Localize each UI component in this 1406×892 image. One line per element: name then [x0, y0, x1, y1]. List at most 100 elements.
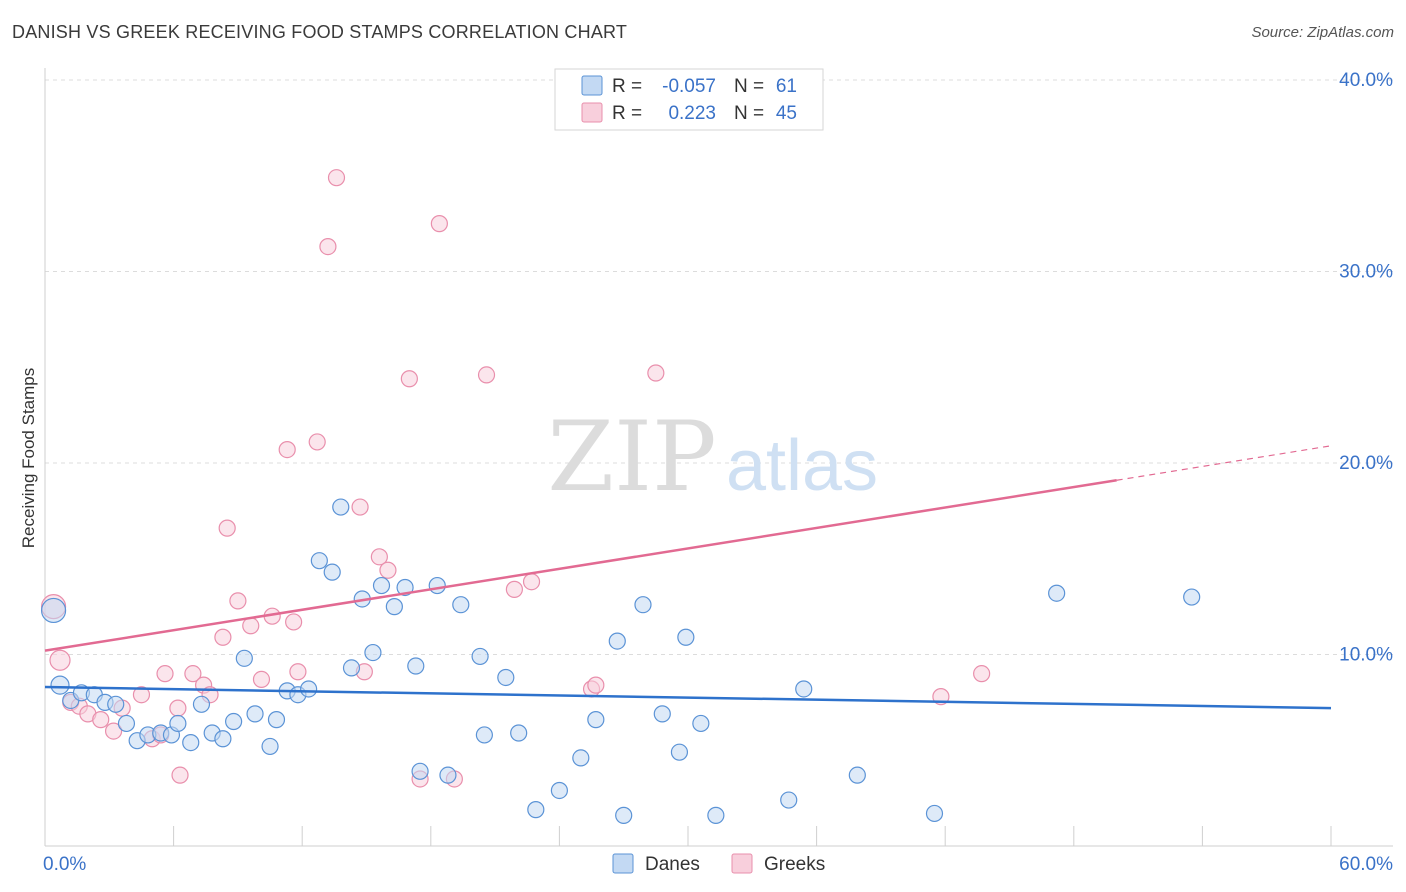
danes-point: [587, 711, 605, 729]
danes-point: [497, 668, 515, 687]
greeks-point: [505, 580, 523, 598]
danes-point: [385, 598, 403, 616]
legend-greeks-n-label: N =: [734, 103, 764, 124]
danes-point: [634, 596, 652, 614]
legend-danes-n-label: N =: [734, 76, 764, 97]
legend-greeks-n-value: 45: [776, 103, 797, 124]
danes-point: [50, 675, 70, 695]
greeks-point: [242, 617, 260, 635]
danes-point: [439, 766, 457, 784]
bottom-legend-greeks-swatch: [731, 853, 753, 874]
danes-point: [182, 733, 200, 752]
greeks-point: [379, 561, 397, 579]
danes-point: [117, 714, 136, 733]
danes-point: [670, 743, 689, 761]
danes-point: [471, 647, 489, 666]
danes-trend-line: [44, 685, 1332, 710]
greeks-point: [522, 573, 541, 591]
danes-point: [653, 705, 671, 723]
greeks-point: [104, 722, 123, 740]
greeks-point: [278, 440, 296, 459]
bottom-legend-greeks-label: Greeks: [764, 854, 825, 875]
danes-point: [342, 659, 361, 677]
danes-point: [169, 714, 187, 733]
tick-labels: 10.0% 20.0% 30.0% 40.0% 0.0% 60.0%: [43, 70, 1393, 875]
danes-point: [452, 596, 470, 614]
greeks-point: [327, 169, 346, 187]
danes-point: [310, 552, 328, 570]
danes-point: [364, 643, 382, 662]
greeks-point: [308, 433, 326, 451]
greeks-point: [647, 364, 665, 382]
danes-point: [677, 628, 695, 646]
danes-point: [692, 714, 710, 733]
greeks-point: [252, 670, 271, 688]
greeks-point: [171, 766, 189, 784]
x-tick-label-max: 60.0%: [1339, 854, 1393, 875]
danes-point: [707, 806, 725, 824]
danes-point: [527, 801, 545, 819]
gridlines: [45, 79, 1393, 655]
danes-point: [615, 806, 633, 824]
danes-point: [261, 737, 279, 756]
danes-point: [225, 712, 243, 731]
danes-point: [572, 749, 590, 767]
danes-point: [332, 498, 350, 516]
legend-danes-swatch: [581, 75, 603, 96]
y-tick-label: 30.0%: [1339, 262, 1393, 283]
danes-point: [40, 597, 67, 624]
greeks-point: [400, 370, 418, 388]
legend-greeks-r-value: 0.223: [668, 103, 716, 124]
danes-point: [235, 649, 253, 667]
danes-point: [1183, 588, 1201, 606]
watermark: ZIP atlas: [547, 401, 878, 513]
legend-danes-n-value: 61: [776, 76, 797, 97]
danes-point: [411, 762, 429, 780]
danes-point: [107, 695, 125, 713]
danes-point: [300, 680, 318, 698]
danes-point: [510, 724, 528, 742]
source-label: Source: ZipAtlas.com: [1251, 24, 1394, 41]
danes-point: [214, 730, 232, 748]
greeks-point: [285, 613, 303, 631]
danes-point: [267, 711, 286, 729]
danes-point: [192, 695, 211, 713]
greeks-point: [92, 711, 110, 729]
danes-point: [407, 657, 425, 675]
danes-point: [323, 563, 341, 581]
greeks-point: [351, 498, 369, 516]
y-tick-label: 40.0%: [1339, 70, 1393, 91]
axes: [44, 68, 1393, 847]
y-tick-label: 10.0%: [1339, 645, 1393, 666]
greeks-point: [156, 665, 174, 683]
danes-point: [780, 791, 798, 809]
greeks-point: [370, 548, 388, 566]
legend-danes-r-value: -0.057: [662, 76, 716, 97]
danes-point: [428, 576, 446, 595]
legend-greeks-swatch: [581, 102, 603, 123]
greeks-point: [430, 215, 448, 233]
danes-point: [795, 680, 813, 698]
danes-point: [848, 766, 866, 784]
danes-point: [246, 705, 264, 723]
greeks-point: [229, 592, 247, 610]
greeks-point: [132, 686, 151, 704]
greeks-point: [973, 665, 991, 683]
greeks-trend-line: [44, 479, 1117, 652]
greeks-point: [184, 665, 202, 683]
bottom-legend-danes-swatch: [612, 853, 634, 874]
danes-point: [925, 804, 944, 823]
danes-points: [40, 498, 1201, 824]
danes-point: [372, 576, 391, 595]
danes-point: [475, 726, 493, 744]
danes-point: [1048, 584, 1066, 602]
greeks-trend-extension: [1116, 445, 1332, 481]
greeks-point: [477, 366, 496, 384]
correlation-legend: R = -0.057 N = 61 R = 0.223 N = 45: [554, 68, 824, 131]
legend-danes-r-label: R =: [612, 76, 642, 97]
watermark-atlas: atlas: [726, 426, 878, 506]
chart-title: DANISH VS GREEK RECEIVING FOOD STAMPS CO…: [12, 22, 628, 42]
greeks-point: [289, 663, 307, 681]
legend-greeks-r-label: R =: [612, 103, 642, 124]
